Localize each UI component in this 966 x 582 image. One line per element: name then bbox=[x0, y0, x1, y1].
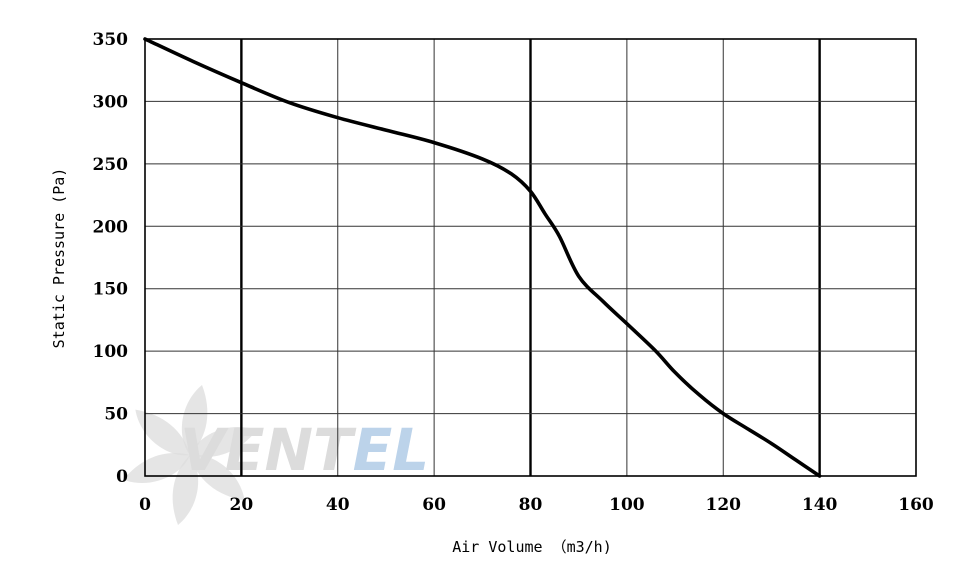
fan-blade bbox=[181, 385, 208, 455]
y-tick-label: 300 bbox=[93, 92, 129, 112]
fan-blade bbox=[172, 455, 199, 525]
y-tick-label: 150 bbox=[93, 280, 129, 300]
grid bbox=[145, 39, 916, 476]
y-tick-label: 200 bbox=[93, 217, 129, 237]
watermark-text-light: EL bbox=[353, 416, 430, 484]
fan-blade bbox=[190, 454, 245, 501]
x-tick-label: 100 bbox=[609, 495, 645, 515]
watermark-text: VENTEL bbox=[180, 416, 429, 484]
x-tick-label: 40 bbox=[326, 495, 350, 515]
y-tick-label: 350 bbox=[93, 30, 129, 50]
y-tick-labels: 0 50 100 150 200 250 300 350 bbox=[93, 30, 129, 487]
x-tick-labels: 0 20 40 60 80 100 120 140 160 bbox=[139, 495, 934, 515]
x-tick-label: 20 bbox=[230, 495, 254, 515]
y-tick-label: 50 bbox=[104, 405, 128, 425]
plot-frame bbox=[144, 38, 917, 477]
fan-blade bbox=[190, 427, 257, 458]
watermark-text-dark: VENT bbox=[180, 416, 357, 484]
fan-blade bbox=[135, 409, 190, 456]
fan-blade bbox=[123, 452, 190, 483]
x-tick-label: 80 bbox=[519, 495, 543, 515]
x-tick-label: 140 bbox=[802, 495, 838, 515]
y-tick-label: 100 bbox=[93, 342, 129, 362]
x-tick-label: 160 bbox=[898, 495, 934, 515]
x-tick-label: 60 bbox=[422, 495, 446, 515]
y-tick-label: 250 bbox=[93, 155, 129, 175]
y-axis-title: Static Pressure (Pa) bbox=[50, 168, 68, 349]
fan-blades-icon bbox=[123, 385, 257, 525]
y-tick-label: 0 bbox=[116, 467, 128, 487]
series-line bbox=[143, 37, 822, 478]
x-tick-label: 120 bbox=[706, 495, 742, 515]
x-axis-title: Air Volume （m3/h) bbox=[452, 538, 612, 556]
x-tick-label: 0 bbox=[139, 495, 151, 515]
watermark: VENTEL bbox=[123, 385, 429, 525]
